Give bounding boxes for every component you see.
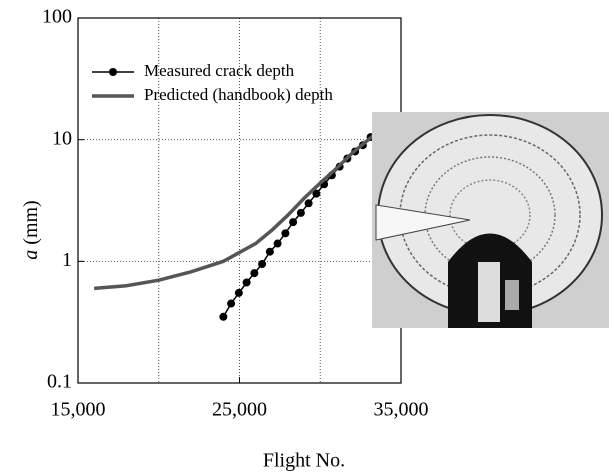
legend-label: Predicted (handbook) depth xyxy=(144,85,333,104)
data-point xyxy=(227,299,236,308)
y-tick-label: 10 xyxy=(52,127,72,149)
data-point xyxy=(219,312,228,321)
x-tick-label: 15,000 xyxy=(51,399,106,421)
x-axis-label: Flight No. xyxy=(263,450,345,472)
data-point xyxy=(312,189,321,198)
inset-photo xyxy=(372,112,609,328)
data-point xyxy=(265,247,274,256)
data-point xyxy=(258,260,267,269)
legend-marker xyxy=(109,68,117,76)
data-point xyxy=(234,288,243,297)
series-line xyxy=(222,129,379,318)
y-axis-label-rest: (mm) xyxy=(20,200,42,249)
data-point xyxy=(289,218,298,227)
series-line xyxy=(94,128,382,291)
data-point xyxy=(281,229,290,238)
y-tick-label: 0.1 xyxy=(47,371,72,393)
x-tick-label: 25,000 xyxy=(212,399,267,421)
y-tick-label: 1 xyxy=(62,249,72,271)
y-axis-label: a (mm) xyxy=(20,200,42,259)
x-tick-label: 35,000 xyxy=(374,399,429,421)
y-tick-label: 100 xyxy=(42,6,72,28)
y-axis-label-italic: a xyxy=(20,250,42,260)
data-point xyxy=(296,208,305,217)
data-point xyxy=(273,239,282,248)
data-point xyxy=(250,269,259,278)
data-point xyxy=(242,278,251,287)
data-point xyxy=(304,199,313,208)
legend-label: Measured crack depth xyxy=(144,61,295,80)
